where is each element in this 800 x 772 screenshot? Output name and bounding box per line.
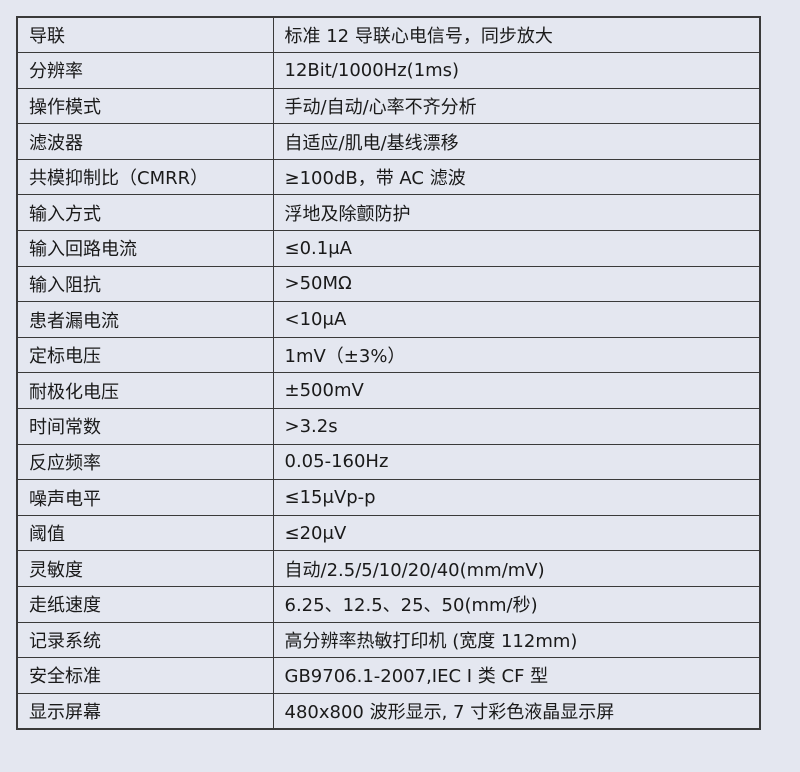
table-row: 阈值 ≤20μV xyxy=(16,514,761,552)
table-row: 噪声电平 ≤15μVp-p xyxy=(16,479,761,516)
table-row: 耐极化电压 ±500mV xyxy=(16,372,761,410)
spec-value: 12Bit/1000Hz(1ms) xyxy=(272,52,761,89)
spec-value: ≤20μV xyxy=(272,514,761,552)
spec-value: ≤15μVp-p xyxy=(272,479,761,516)
spec-value: 自适应/肌电/基线漂移 xyxy=(272,123,761,160)
spec-value: GB9706.1-2007,IEC I 类 CF 型 xyxy=(272,657,761,694)
spec-label: 反应频率 xyxy=(16,443,274,481)
table-row: 滤波器 自适应/肌电/基线漂移 xyxy=(16,123,761,160)
spec-value: ≥100dB，带 AC 滤波 xyxy=(272,158,761,196)
spec-label: 噪声电平 xyxy=(16,479,274,516)
spec-value: 高分辨率热敏打印机 (宽度 112mm) xyxy=(272,621,761,659)
spec-label: 走纸速度 xyxy=(16,586,274,623)
spec-value: ±500mV xyxy=(272,372,761,410)
spec-label: 记录系统 xyxy=(16,621,274,659)
spec-label: 定标电压 xyxy=(16,336,274,374)
spec-table-body: 导联 标准 12 导联心电信号，同步放大 分辨率 12Bit/1000Hz(1ms) 操… xyxy=(16,16,761,730)
spec-label: 操作模式 xyxy=(16,87,274,125)
spec-label: 分辨率 xyxy=(16,52,274,89)
table-row: 安全标准 GB9706.1-2007,IEC I 类 CF 型 xyxy=(16,657,761,694)
spec-label: 灵敏度 xyxy=(16,550,274,587)
table-row: 导联 标准 12 导联心电信号，同步放大 xyxy=(16,16,761,54)
spec-value: 手动/自动/心率不齐分析 xyxy=(272,87,761,125)
spec-value: >50MΩ xyxy=(272,265,761,303)
spec-label: 共模抑制比（CMRR） xyxy=(16,158,274,196)
table-row: 记录系统 高分辨率热敏打印机 (宽度 112mm) xyxy=(16,621,761,659)
table-row: 输入方式 浮地及除颤防护 xyxy=(16,194,761,232)
spec-label: 阈值 xyxy=(16,514,274,552)
spec-value: 6.25、12.5、25、50(mm/秒) xyxy=(272,586,761,623)
spec-value: 480x800 波形显示, 7 寸彩色液晶显示屏 xyxy=(272,692,761,730)
table-row: 输入阻抗 >50MΩ xyxy=(16,265,761,303)
spec-value: 自动/2.5/5/10/20/40(mm/mV) xyxy=(272,550,761,587)
spec-label: 耐极化电压 xyxy=(16,372,274,410)
table-row: 输入回路电流 ≤0.1μA xyxy=(16,230,761,267)
spec-label: 输入方式 xyxy=(16,194,274,232)
spec-label: 患者漏电流 xyxy=(16,301,274,338)
spec-label: 输入回路电流 xyxy=(16,230,274,267)
spec-value: 浮地及除颤防护 xyxy=(272,194,761,232)
spec-value: >3.2s xyxy=(272,408,761,445)
spec-label: 时间常数 xyxy=(16,408,274,445)
table-row: 分辨率 12Bit/1000Hz(1ms) xyxy=(16,52,761,89)
table-row: 患者漏电流 <10μA xyxy=(16,301,761,338)
spec-value: <10μA xyxy=(272,301,761,338)
spec-table: 导联 标准 12 导联心电信号，同步放大 分辨率 12Bit/1000Hz(1ms) 操… xyxy=(16,16,761,730)
table-row: 显示屏幕 480x800 波形显示, 7 寸彩色液晶显示屏 xyxy=(16,692,761,730)
table-row: 共模抑制比（CMRR） ≥100dB，带 AC 滤波 xyxy=(16,158,761,196)
spec-label: 安全标准 xyxy=(16,657,274,694)
table-row: 操作模式 手动/自动/心率不齐分析 xyxy=(16,87,761,125)
table-row: 时间常数 >3.2s xyxy=(16,408,761,445)
spec-label: 输入阻抗 xyxy=(16,265,274,303)
table-row: 反应频率 0.05-160Hz xyxy=(16,443,761,481)
spec-value: ≤0.1μA xyxy=(272,230,761,267)
spec-label: 滤波器 xyxy=(16,123,274,160)
spec-value: 1mV（±3%） xyxy=(272,336,761,374)
spec-value: 0.05-160Hz xyxy=(272,443,761,481)
spec-value: 标准 12 导联心电信号，同步放大 xyxy=(272,16,761,54)
spec-label: 导联 xyxy=(16,16,274,54)
table-row: 走纸速度 6.25、12.5、25、50(mm/秒) xyxy=(16,586,761,623)
spec-label: 显示屏幕 xyxy=(16,692,274,730)
table-row: 定标电压 1mV（±3%） xyxy=(16,336,761,374)
table-row: 灵敏度 自动/2.5/5/10/20/40(mm/mV) xyxy=(16,550,761,587)
